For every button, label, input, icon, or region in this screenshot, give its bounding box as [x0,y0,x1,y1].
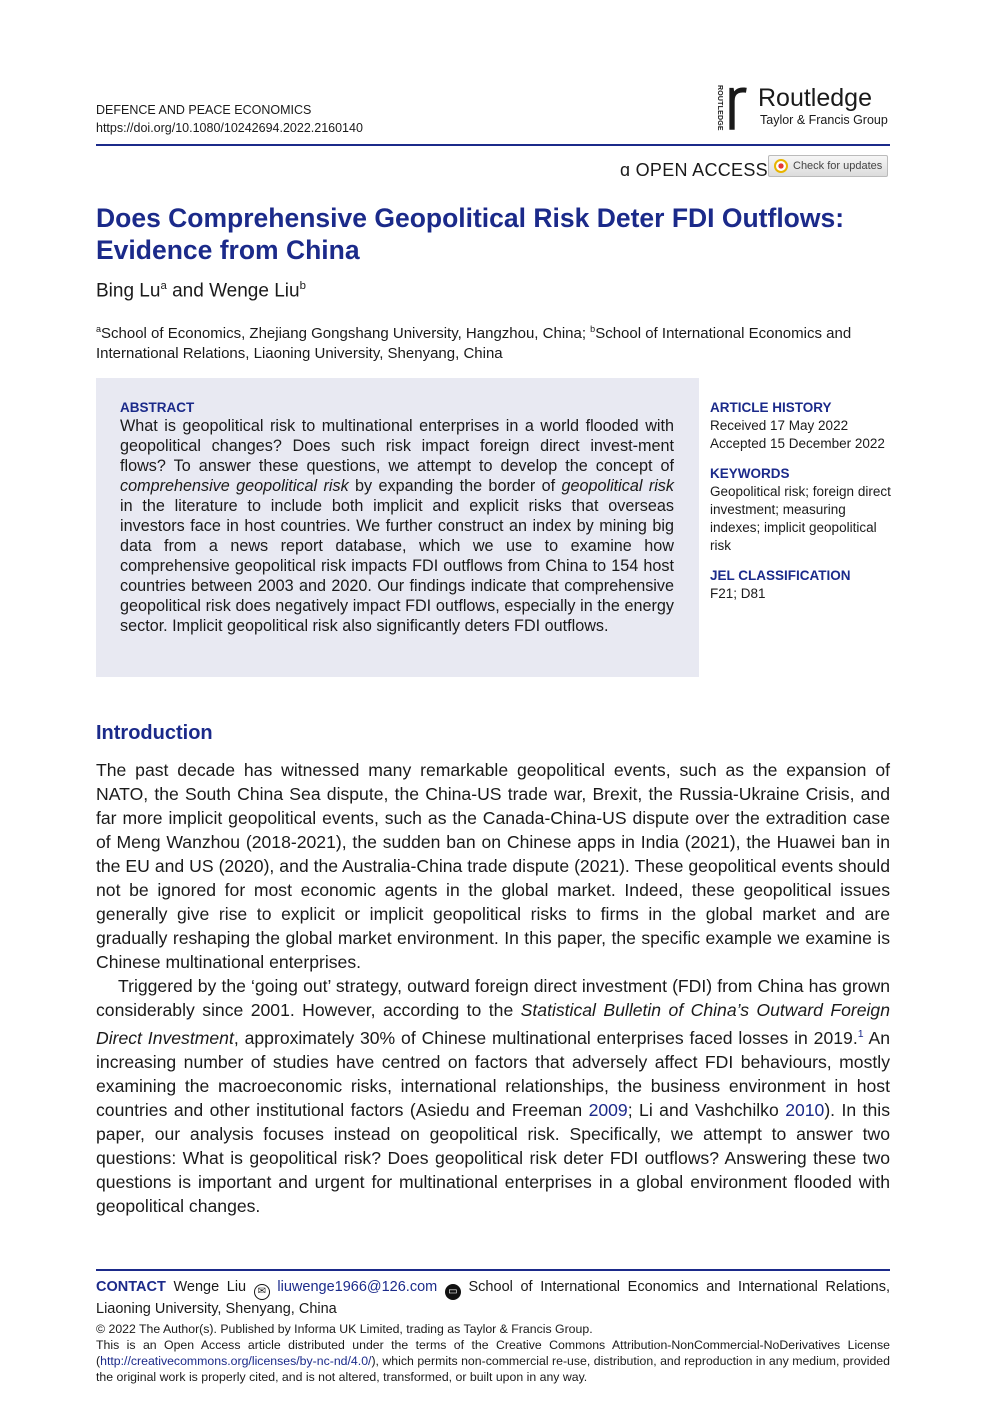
text-segment: , approximately 30% of Chinese multinati… [233,1027,858,1048]
author-name[interactable]: Bing Lu [96,280,161,302]
journal-name: DEFENCE AND PEACE ECONOMICS [96,103,312,117]
license-text-end: ), which permits non-commercial re-use, … [96,1354,890,1384]
publisher-group: Taylor & Francis Group [760,113,888,127]
copyright: © 2022 The Author(s). Published by Infor… [96,1322,593,1336]
paragraph: The past decade has witnessed many remar… [96,758,890,974]
footer-rule [96,1269,890,1271]
contact-name: Wenge Liu [165,1279,254,1295]
header-rule [96,144,890,146]
author-name[interactable]: Wenge Liu [209,280,300,302]
routledge-logo: ROUTLEDGE Ꞅ Routledge Taylor & Francis G… [716,83,891,133]
contact-info: CONTACT Wenge Liu ✉ liuwenge1966@126.com… [96,1278,890,1318]
doi-link[interactable]: https://doi.org/10.1080/10242694.2022.21… [96,121,363,135]
address-icon: ▭ [444,1284,461,1300]
contact-address: School of International Economics and In… [96,1279,890,1317]
crossmark-icon [774,159,788,173]
keywords: Geopolitical risk; foreign direct invest… [710,484,891,553]
text-segment: ). In this paper, our analysis focuses i… [96,1099,891,1216]
affiliation-marker: b [299,280,306,292]
article-sidebar: ARTICLE HISTORY Received 17 May 2022 Acc… [710,399,895,615]
logo-vertical-text: ROUTLEDGE [716,85,723,131]
text-segment: The past decade has witnessed many remar… [96,760,890,972]
check-updates-label: Check for updates [793,160,883,172]
publisher-name: Routledge [758,84,872,112]
citation-link[interactable]: 2009 [588,1099,628,1120]
article-history-heading: ARTICLE HISTORY [710,400,832,415]
introduction-body: The past decade has witnessed many remar… [96,758,890,1218]
accepted-date: Accepted 15 December 2022 [710,436,885,451]
jel-codes: F21; D81 [710,586,766,601]
abstract-heading: ABSTRACT [120,400,195,415]
author-separator: and [166,280,210,302]
abstract-box: ABSTRACT What is geopolitical risk to mu… [96,378,699,677]
text-segment: An increasing number of studies have cen… [96,1027,890,1120]
keywords-heading: KEYWORDS [710,466,790,481]
affiliation-a: School of Economics, Zhejiang Gongshang … [101,325,591,342]
journal-header: DEFENCE AND PEACE ECONOMICS https://doi.… [96,101,363,137]
routledge-mark-icon: Ꞅ [726,81,748,130]
article-title: Does Comprehensive Geopolitical Risk Det… [96,203,845,265]
license-text: This is an Open Access article distribut… [96,1338,890,1368]
affiliation-marker: a [96,324,102,334]
italic-text: geopolitical risk [561,477,674,495]
text-segment: ; Li and Vashchilko [627,1099,786,1120]
italic-text: Statistical Bulletin of China’s Outward … [96,1000,891,1048]
affiliation-marker: a [160,280,167,292]
contact-label: CONTACT [96,1279,166,1295]
jel-heading: JEL CLASSIFICATION [710,568,851,583]
open-access-badge: ɑ OPEN ACCESS [620,160,768,181]
license-link[interactable]: http://creativecommons.org/licenses/by-n… [100,1354,372,1368]
citation-link[interactable]: 2010 [785,1099,825,1120]
affiliation-marker: b [590,324,596,334]
email-icon: ✉ [253,1284,270,1300]
footnote-link[interactable]: 1 [857,1028,864,1040]
license-footer: © 2022 The Author(s). Published by Infor… [96,1321,890,1385]
affiliations: aSchool of Economics, Zhejiang Gongshang… [96,319,891,364]
abstract-text: What is geopolitical risk to multination… [120,416,674,636]
text-segment: Triggered by the ‘going out’ strategy, o… [96,976,890,1020]
introduction-heading: Introduction [96,722,213,744]
italic-text: comprehensive geopolitical risk [120,477,349,495]
open-access-label: OPEN ACCESS [635,160,768,180]
text-segment: in the literature to include both implic… [120,497,674,635]
authors: Bing Lua and Wenge Liub [96,280,306,302]
check-for-updates-button[interactable]: Check for updates [768,155,888,177]
affiliation-b: School of International Economics and In… [96,325,852,362]
received-date: Received 17 May 2022 [710,418,849,433]
open-lock-icon: ɑ [620,160,631,180]
contact-email-link[interactable]: liuwenge1966@126.com [277,1279,438,1295]
text-segment: What is geopolitical risk to multination… [120,417,674,475]
paragraph: Triggered by the ‘going out’ strategy, o… [96,974,890,1218]
text-segment: by expanding the border of [348,477,562,495]
